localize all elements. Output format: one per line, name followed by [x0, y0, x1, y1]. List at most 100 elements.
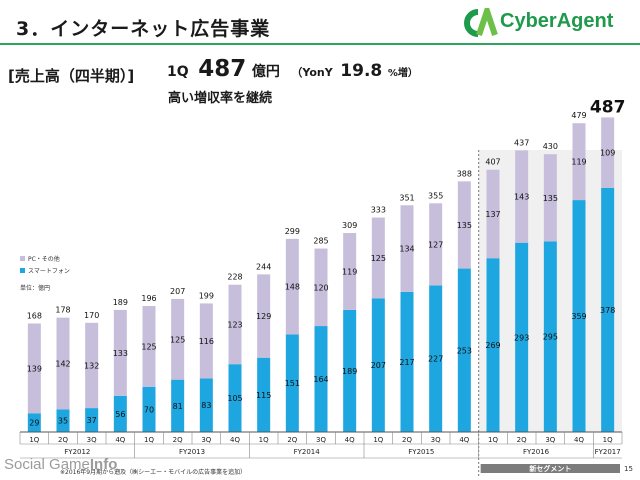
fiscal-year-label: FY2015 — [408, 448, 434, 456]
fiscal-year-label: FY2014 — [294, 448, 321, 456]
bar-pc-other — [515, 150, 529, 243]
x-tick-label: 2Q — [58, 436, 68, 444]
bar-pc-other — [486, 169, 500, 259]
data-label-pc-other: 120 — [313, 283, 328, 292]
slide-header: 3．インターネット広告事業 CyberAgent — [0, 0, 640, 46]
x-tick-label: 1Q — [603, 436, 613, 444]
legend-item-smartphone: スマートフォン — [20, 264, 70, 276]
bar-smartphone — [199, 378, 213, 432]
unit-label: 単位：億円 — [20, 285, 51, 292]
headline-unit: 億円 — [251, 64, 280, 80]
data-label-smartphone: 378 — [600, 306, 615, 315]
bar-pc-other — [142, 306, 156, 387]
bar-smartphone — [400, 291, 414, 432]
x-tick-label: 4Q — [345, 436, 355, 444]
x-tick-label: 2Q — [173, 436, 183, 444]
data-label-pc-other: 132 — [84, 361, 99, 370]
x-tick-label: 2Q — [517, 436, 527, 444]
fiscal-year-label: FY2016 — [523, 448, 550, 456]
page-number: 15 — [624, 465, 633, 473]
fiscal-year-label: FY2012 — [64, 448, 90, 456]
bar-smartphone — [228, 364, 242, 432]
data-label-pc-other: 109 — [600, 149, 615, 158]
bar-smartphone — [343, 309, 357, 432]
bar-pc-other — [56, 317, 70, 410]
data-label-total: 168 — [27, 311, 42, 320]
data-label-smartphone: 70 — [144, 405, 154, 414]
x-tick-label: 1Q — [488, 436, 498, 444]
data-label-total: 285 — [313, 237, 328, 246]
data-label-total: 430 — [543, 142, 558, 151]
x-tick-label: 1Q — [29, 436, 39, 444]
x-tick-label: 3Q — [545, 436, 555, 444]
x-tick-label: 4Q — [459, 436, 469, 444]
bar-smartphone — [142, 386, 156, 432]
data-label-total: 228 — [227, 273, 242, 282]
data-label-smartphone: 295 — [543, 333, 558, 342]
data-label-total: 407 — [485, 158, 500, 167]
data-label-total: 333 — [371, 206, 386, 215]
watermark-logo: Social GameInfo — [4, 456, 117, 473]
data-label-pc-other: 142 — [55, 360, 70, 369]
legend-swatch-smartphone — [20, 267, 25, 273]
data-label-pc-other: 116 — [199, 337, 214, 346]
data-label-smartphone: 151 — [285, 379, 300, 388]
bar-smartphone — [56, 409, 70, 432]
x-tick-label: 4Q — [115, 436, 125, 444]
logo-wordmark: CyberAgent — [500, 10, 614, 32]
data-label-total: 479 — [571, 111, 586, 120]
data-label-smartphone: 269 — [485, 341, 500, 350]
bar-pc-other — [85, 322, 99, 409]
bar-smartphone — [457, 268, 471, 432]
data-label-pc-other: 129 — [256, 312, 271, 321]
data-label-pc-other: 125 — [170, 335, 185, 344]
data-label-smartphone: 253 — [457, 346, 472, 355]
x-tick-label: 4Q — [574, 436, 584, 444]
data-label-total: 199 — [199, 291, 214, 300]
chart-legend: PC・その他 スマートフォン — [20, 252, 70, 276]
bar-pc-other — [543, 154, 557, 242]
data-label-pc-other: 134 — [399, 245, 414, 254]
footnote: ※2016年9月期から遡及（㈱シーエー・モバイルの広告事業を追加） — [60, 469, 247, 476]
bar-smartphone — [27, 413, 41, 432]
new-segment-label: 新セグメント — [529, 464, 571, 473]
bar-pc-other — [27, 323, 41, 414]
subheading: 高い増収率を継続 — [168, 91, 273, 106]
bar-pc-other — [199, 303, 213, 379]
bar-smartphone — [113, 395, 127, 432]
data-label-smartphone: 227 — [428, 355, 443, 364]
x-tick-label: 2Q — [402, 436, 412, 444]
x-tick-label: 4Q — [230, 436, 240, 444]
section-label: [売上高（四半期）] — [8, 67, 135, 85]
header-divider — [0, 43, 640, 45]
bar-pc-other — [601, 117, 615, 188]
fiscal-year-label: FY2017 — [595, 448, 621, 456]
data-label-pc-other: 119 — [571, 158, 586, 167]
bar-pc-other — [343, 233, 357, 310]
x-tick-label: 3Q — [201, 436, 211, 444]
data-label-pc-other: 133 — [113, 349, 128, 358]
data-label-pc-other: 119 — [342, 267, 357, 276]
data-label-smartphone: 37 — [87, 416, 97, 425]
data-label-total: 170 — [84, 311, 99, 320]
headline-quarter: 1Q — [167, 64, 189, 80]
data-label-smartphone: 81 — [173, 402, 183, 411]
bar-smartphone — [543, 241, 557, 432]
bar-smartphone — [314, 326, 328, 432]
data-label-pc-other: 123 — [227, 320, 242, 329]
data-label-pc-other: 139 — [27, 364, 42, 373]
bar-smartphone — [515, 242, 529, 432]
bar-smartphone — [429, 285, 443, 432]
data-label-smartphone: 115 — [256, 391, 271, 400]
data-label-smartphone: 105 — [227, 394, 242, 403]
data-label-smartphone: 29 — [29, 419, 39, 428]
legend-swatch-pc — [20, 255, 25, 261]
headline-value: 487 — [198, 56, 247, 82]
bar-smartphone — [285, 334, 299, 432]
x-tick-label: 1Q — [144, 436, 154, 444]
data-label-smartphone: 189 — [342, 367, 357, 376]
data-label-pc-other: 148 — [285, 283, 300, 292]
bar-pc-other — [285, 238, 299, 335]
data-label-total: 309 — [342, 221, 357, 230]
